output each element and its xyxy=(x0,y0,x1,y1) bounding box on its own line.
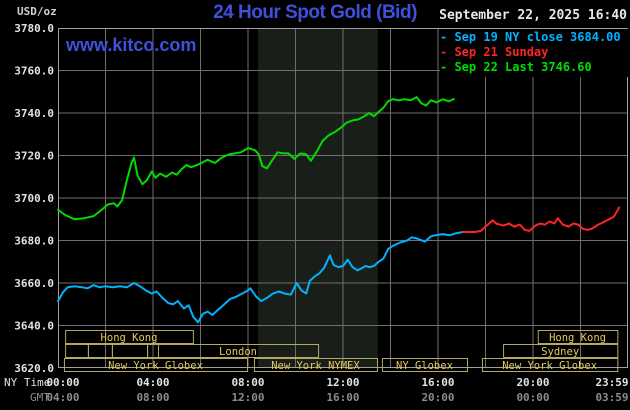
x-axis-row1-name: NY Time xyxy=(4,376,50,389)
y-axis-tick-label: 3660.0 xyxy=(14,277,54,290)
session-box xyxy=(381,358,468,372)
session-box xyxy=(503,344,619,358)
session-box xyxy=(111,344,149,358)
x-axis-row2-name: GMT xyxy=(30,391,50,404)
session-box xyxy=(537,330,619,344)
legend-row: - Sep 21 Sunday xyxy=(440,45,549,59)
chart-title: 24 Hour Spot Gold (Bid) xyxy=(213,2,417,23)
session-label: Hong Kong xyxy=(549,332,606,344)
y-axis-tick-label: 3680.0 xyxy=(14,235,54,248)
session-box xyxy=(253,358,378,372)
y-axis-tick-label: 3780.0 xyxy=(14,22,54,35)
x-axis-ny-tick-label: 20:00 xyxy=(516,376,549,389)
x-axis-ny-tick-label: 08:00 xyxy=(231,376,264,389)
session-box xyxy=(157,344,320,358)
session-label: New York Globex xyxy=(108,360,203,372)
session-label: New York NYMEX xyxy=(271,360,360,372)
y-axis-tick-label: 3640.0 xyxy=(14,320,54,333)
x-axis-ny-tick-label: 12:00 xyxy=(326,376,359,389)
x-axis-ny-tick-label: 04:00 xyxy=(136,376,169,389)
series-line-0 xyxy=(57,231,464,324)
session-box xyxy=(65,344,89,358)
session-box xyxy=(87,344,113,358)
x-axis-ny-tick-label: 00:00 xyxy=(46,376,79,389)
legend-row: - Sep 19 NY close 3684.00 xyxy=(440,30,621,44)
y-axis-tick-label: 3760.0 xyxy=(14,65,54,78)
series-line-2 xyxy=(57,96,455,221)
session-label: New York Globex xyxy=(502,360,597,372)
x-axis-ny-tick-label: 16:00 xyxy=(421,376,454,389)
kitco-watermark[interactable]: www.kitco.com xyxy=(66,35,197,55)
legend-row: - Sep 22 Last 3746.60 xyxy=(440,60,592,74)
chart-datetime: September 22, 2025 16:40 xyxy=(439,8,627,23)
y-axis-tick-label: 3620.0 xyxy=(14,362,54,375)
x-axis-gmt-tick-label: 20:00 xyxy=(421,391,454,404)
session-label: Sydney xyxy=(541,346,579,358)
session-label: London xyxy=(219,346,257,358)
x-axis-gmt-tick-label: 16:00 xyxy=(326,391,359,404)
x-axis-gmt-tick-label: 03:59 xyxy=(595,391,628,404)
x-axis-ny-tick-label: 23:59 xyxy=(595,376,628,389)
session-label: NY Globex xyxy=(396,360,453,372)
series-line-1 xyxy=(461,206,620,233)
x-axis-gmt-tick-label: 12:00 xyxy=(231,391,264,404)
y-axis-unit-label: USD/oz xyxy=(17,5,57,18)
y-axis-tick-label: 3740.0 xyxy=(14,107,54,120)
y-axis-tick-label: 3700.0 xyxy=(14,192,54,205)
session-box xyxy=(63,358,249,372)
y-axis-tick-label: 3720.0 xyxy=(14,150,54,163)
session-box xyxy=(481,358,619,372)
x-axis-gmt-tick-label: 00:00 xyxy=(516,391,549,404)
x-axis-gmt-tick-label: 04:00 xyxy=(46,391,79,404)
session-label: Hong Kong xyxy=(101,332,158,344)
plot-border xyxy=(58,28,628,368)
chart-legend: - Sep 19 NY close 3684.00- Sep 21 Sunday… xyxy=(440,29,628,77)
session-box xyxy=(65,330,194,344)
x-axis-gmt-tick-label: 08:00 xyxy=(136,391,169,404)
